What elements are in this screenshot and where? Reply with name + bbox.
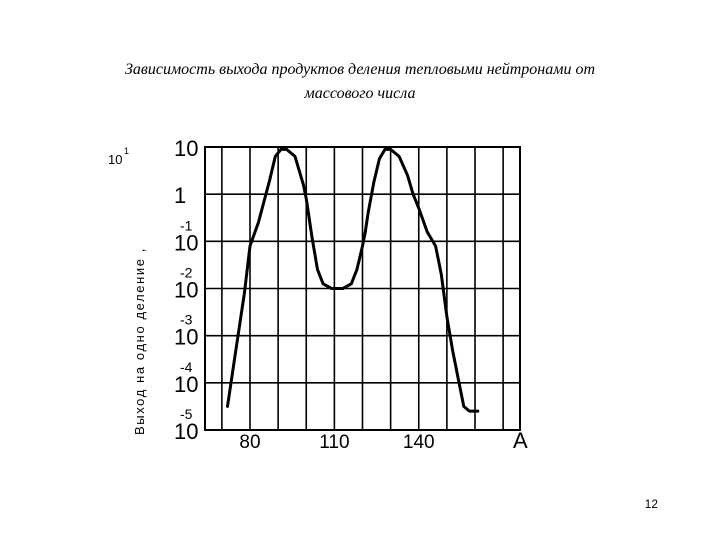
x-tick-labels: 80 110 140 bbox=[239, 432, 434, 453]
y-tick-mantissa: 10 bbox=[174, 372, 198, 397]
y-tick-label: 10-2 bbox=[174, 265, 198, 303]
y-tick-label: 1 bbox=[174, 183, 186, 208]
page-number: 12 bbox=[644, 497, 658, 511]
y-tick-exponent: -5 bbox=[180, 406, 193, 422]
y-tick-mantissa: 10 bbox=[174, 278, 198, 303]
y-tick-label: 10-5 bbox=[174, 406, 198, 444]
y-tick-label: 10-1 bbox=[174, 217, 198, 255]
x-tick-label: 140 bbox=[403, 432, 435, 453]
y-tick-exponent: -4 bbox=[180, 359, 193, 375]
y-tick-label: 10 bbox=[174, 136, 198, 161]
y-axis-unit-exponent: 1 bbox=[124, 146, 129, 156]
y-tick-mantissa: 10 bbox=[174, 419, 198, 444]
x-tick-label: 80 bbox=[239, 432, 260, 453]
x-axis-label: A bbox=[513, 428, 528, 453]
y-tick-exponent: -2 bbox=[180, 265, 193, 281]
slide-title-line-2: массового числа bbox=[304, 85, 416, 102]
plot-border bbox=[204, 146, 521, 431]
y-tick-label: 10-3 bbox=[174, 312, 198, 350]
y-tick-mantissa: 10 bbox=[174, 230, 198, 255]
y-tick-mantissa: 10 bbox=[174, 136, 198, 161]
chart-grid bbox=[205, 147, 520, 430]
y-axis-unit-mantissa: 10 bbox=[108, 152, 122, 167]
y-axis-unit: 10 1 bbox=[108, 146, 129, 167]
y-tick-exponent: -3 bbox=[180, 312, 193, 328]
y-tick-mantissa: 1 bbox=[174, 183, 186, 208]
y-tick-exponent: -1 bbox=[180, 217, 193, 233]
chart-frame bbox=[204, 146, 521, 431]
slide-title: Зависимость выхода продуктов деления теп… bbox=[40, 58, 680, 106]
y-tick-mantissa: 10 bbox=[174, 325, 198, 350]
slide-title-line-1: Зависимость выхода продуктов деления теп… bbox=[125, 61, 595, 78]
x-tick-label: 110 bbox=[319, 432, 349, 453]
y-tick-label: 10-4 bbox=[174, 359, 198, 397]
yield-curve bbox=[226, 147, 480, 413]
y-axis-label: Выход на одно деление , bbox=[132, 247, 147, 435]
